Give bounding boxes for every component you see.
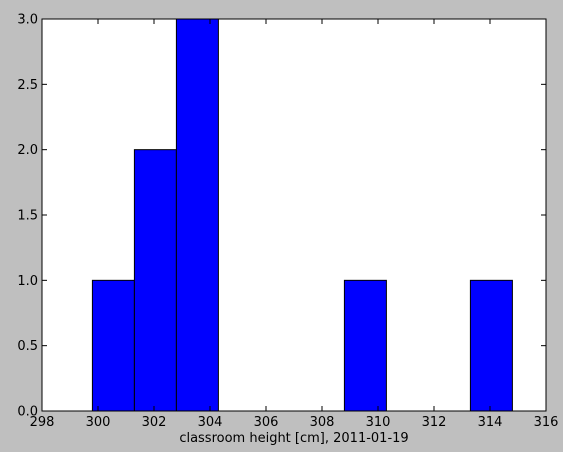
- x-axis-label: classroom height [cm], 2011-01-19: [179, 431, 408, 446]
- x-tick-label: 314: [478, 415, 503, 430]
- x-tick-label: 304: [198, 415, 223, 430]
- histogram-bar-9: [469, 279, 513, 412]
- x-tick-label: 316: [534, 415, 559, 430]
- histogram-bar-0: [91, 279, 135, 412]
- x-axis: 298 300 302 304 306 308 310 312 314 316: [30, 19, 559, 430]
- y-axis: 0.0 0.5 1.0 1.5 2.0 2.5 3.0: [17, 13, 546, 420]
- y-tick-label: 1.0: [17, 274, 38, 289]
- histogram-bar-2: [175, 18, 219, 412]
- y-tick-label: 0.5: [17, 339, 38, 354]
- x-tick-label: 310: [366, 415, 391, 430]
- x-tick-label: 300: [86, 415, 111, 430]
- x-tick-label: 308: [310, 415, 335, 430]
- histogram-bar-6: [343, 279, 387, 412]
- histogram-bar-1: [133, 149, 177, 412]
- bars-group: [91, 18, 513, 412]
- x-tick-label: 312: [422, 415, 447, 430]
- y-tick-label: 0.0: [17, 405, 38, 420]
- y-tick-label: 2.5: [17, 78, 38, 93]
- x-tick-label: 306: [254, 415, 279, 430]
- y-tick-label: 2.0: [17, 143, 38, 158]
- y-tick-label: 3.0: [17, 13, 38, 28]
- x-tick-label: 302: [142, 415, 167, 430]
- y-tick-label: 1.5: [17, 209, 38, 224]
- x-tick-label: 298: [30, 415, 55, 430]
